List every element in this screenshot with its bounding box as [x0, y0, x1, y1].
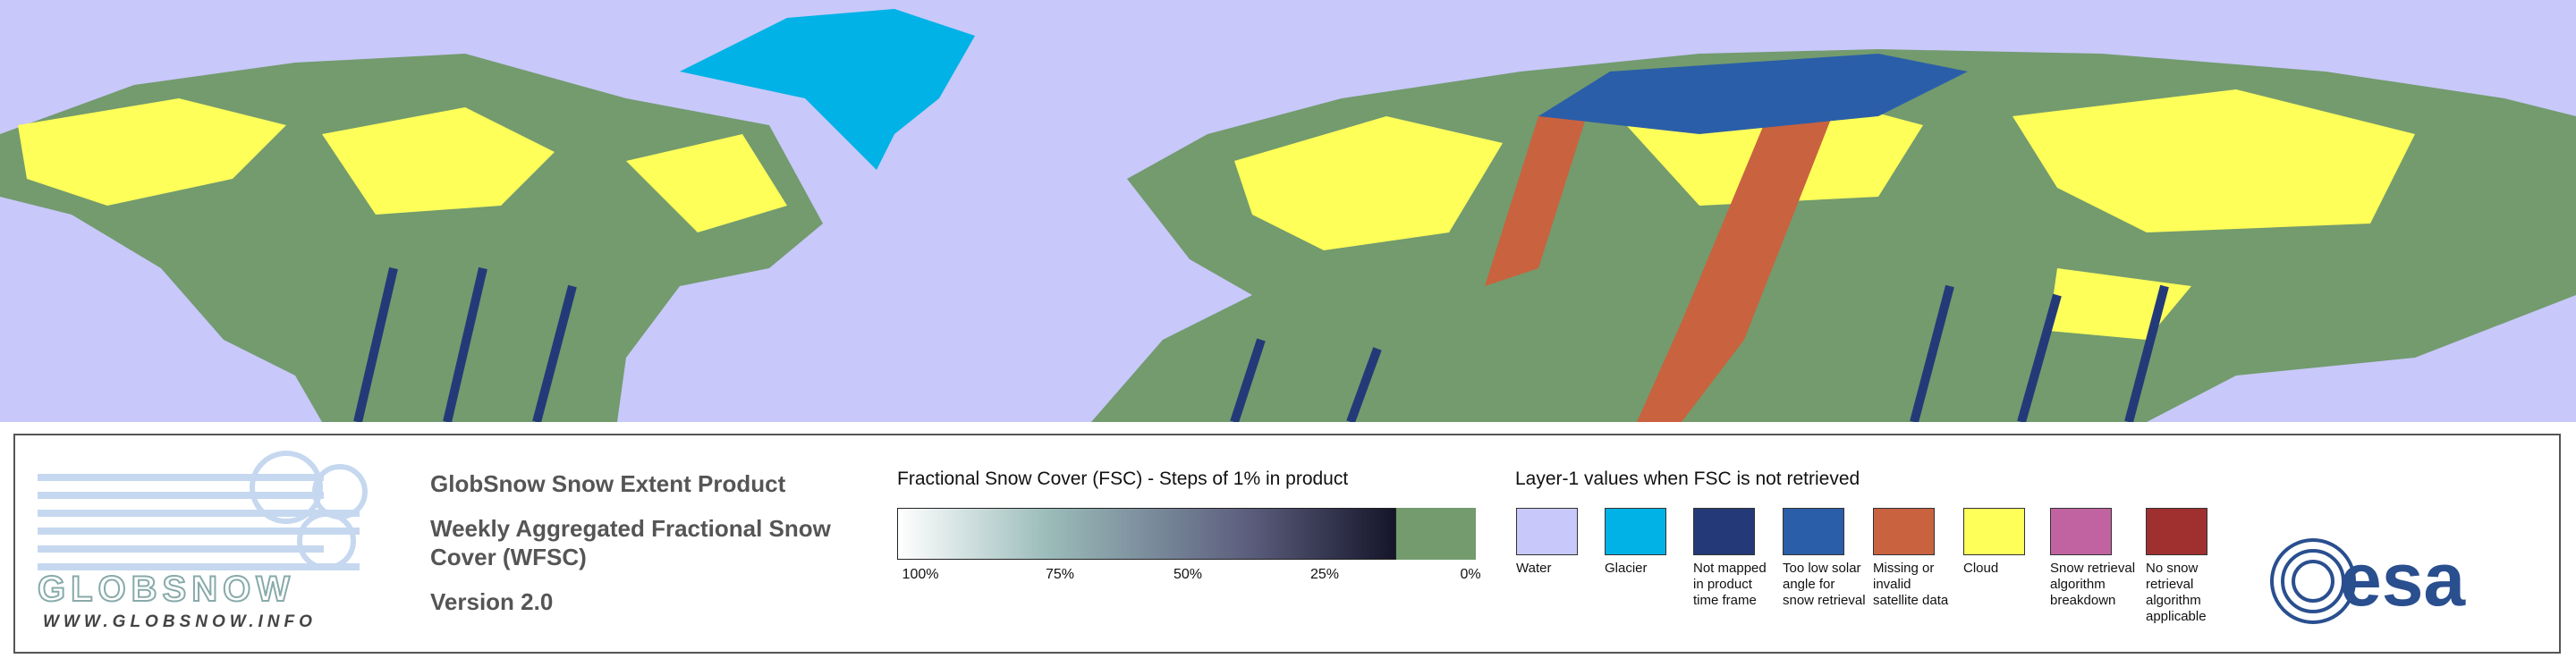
legend-swatch [1783, 508, 1844, 555]
esa-wordmark: esa [2340, 537, 2466, 621]
legend-swatch [1516, 508, 1578, 555]
legend-label: Not mapped in product time frame [1693, 561, 1767, 608]
legend-swatch [1693, 508, 1755, 555]
fsc-gradient [897, 508, 1396, 560]
product-version: Version 2.0 [430, 588, 554, 615]
legend-label: No snow retrieval algorithm applicable [2146, 561, 2207, 624]
fsc-tick-label: 100% [902, 567, 939, 582]
fsc-tick-label: 50% [1173, 567, 1203, 582]
map [0, 0, 2576, 422]
globsnow-logo: GLOBSNOW WWW.GLOBSNOW.INFO [37, 451, 368, 631]
cloud-area [1234, 89, 2415, 340]
fsc-tick-label: 75% [1045, 567, 1075, 582]
product-subtitle: Weekly Aggregated Fractional Snow Cover … [430, 515, 831, 570]
legend-label: Glacier [1605, 561, 1648, 576]
legend-swatch [1873, 508, 1935, 555]
legend-swatch [1963, 508, 2025, 555]
legend-swatch [2050, 508, 2112, 555]
legend-swatch [2146, 508, 2207, 555]
legend-label: Cloud [1963, 561, 1999, 576]
low-solar-area [1538, 54, 1968, 134]
logo-url: WWW.GLOBSNOW.INFO [43, 612, 317, 631]
esa-logo: esa [2270, 537, 2466, 624]
unmapped-stripes [353, 266, 2169, 422]
logo-wordmark: GLOBSNOW [38, 570, 295, 609]
fsc-title: Fractional Snow Cover (FSC) - Steps of 1… [897, 469, 1349, 489]
legend-label: Water [1516, 561, 1552, 576]
product-title: GlobSnow Snow Extent Product [430, 470, 786, 497]
fsc-tick-label: 25% [1309, 567, 1340, 582]
cloud-area [18, 98, 787, 232]
legend-panel [13, 434, 2561, 654]
legend-swatch [1605, 508, 1666, 555]
layer1-title: Layer-1 values when FSC is not retrieved [1515, 469, 1860, 489]
missing-data-swath [1485, 89, 1843, 422]
fsc-tick-label: 0% [1460, 567, 1481, 582]
legend-label: Snow retrieval algorithm breakdown [2050, 561, 2136, 608]
legend-label: Too low solar angle for snow retrieval [1783, 561, 1866, 608]
greenland [680, 9, 975, 170]
fsc-zero-swatch [1396, 508, 1476, 560]
legend-label: Missing or invalid satellite data [1873, 561, 1949, 608]
